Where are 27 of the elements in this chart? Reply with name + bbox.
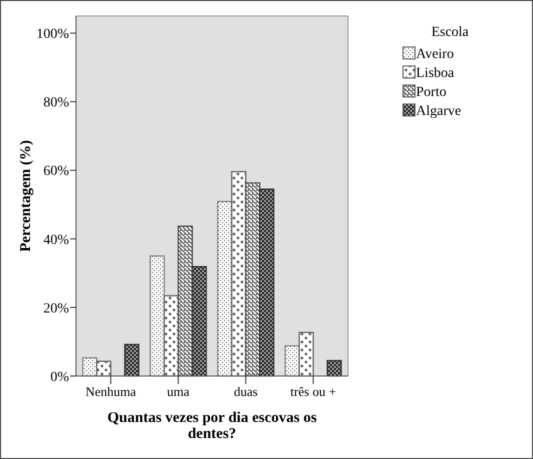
bar xyxy=(150,255,165,377)
legend-title: Escola xyxy=(431,25,470,40)
bar xyxy=(192,266,207,377)
x-tick-label: duas xyxy=(234,384,258,399)
bar xyxy=(217,200,232,377)
x-tick-label: uma xyxy=(167,384,190,399)
bar xyxy=(124,344,140,377)
x-tick-label: três ou + xyxy=(290,384,336,399)
y-tick-label: 20% xyxy=(43,301,70,316)
legend-label: Algarve xyxy=(416,104,462,119)
legend-label: Aveiro xyxy=(416,47,454,62)
bar xyxy=(284,345,300,377)
bar xyxy=(82,357,98,377)
y-axis-title: Percentagem (%) xyxy=(18,140,34,252)
bar xyxy=(245,182,260,377)
legend-label: Porto xyxy=(416,85,446,100)
legend-label: Lisboa xyxy=(416,66,455,81)
y-tick-label: 40% xyxy=(43,232,70,248)
y-tick-label: 80% xyxy=(43,96,70,111)
y-tick-label: 100% xyxy=(36,27,70,42)
bar xyxy=(178,226,193,377)
x-tick-label: Nenhuma xyxy=(85,384,136,399)
bar xyxy=(326,360,342,377)
y-tick-label: 0% xyxy=(50,370,70,385)
x-axis-title: Quantas vezes por dia escovas os dentes? xyxy=(107,410,317,442)
bar xyxy=(259,188,274,377)
y-tick-label: 60% xyxy=(43,164,70,180)
